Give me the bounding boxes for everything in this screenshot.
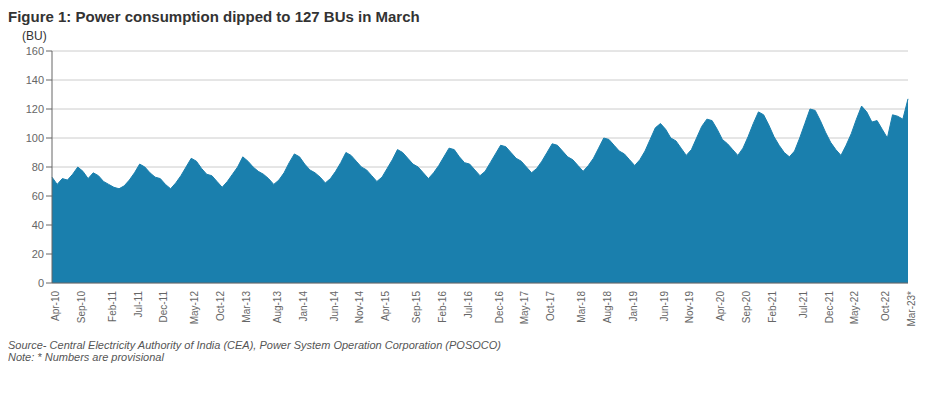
svg-text:Jul-21: Jul-21 <box>798 291 809 319</box>
svg-text:Oct-22: Oct-22 <box>880 291 891 321</box>
svg-text:Jan-14: Jan-14 <box>298 291 309 322</box>
svg-text:Feb-11: Feb-11 <box>107 291 118 322</box>
svg-text:Feb-21: Feb-21 <box>767 291 778 323</box>
html-text:(BU): (BU) <box>22 29 47 43</box>
svg-text:Aug-18: Aug-18 <box>602 291 613 324</box>
svg-text:Dec-16: Dec-16 <box>494 291 505 324</box>
svg-text:Oct-12: Oct-12 <box>215 291 226 321</box>
svg-text:Jul-11: Jul-11 <box>133 291 144 318</box>
svg-text:Oct-17: Oct-17 <box>545 291 556 321</box>
html-text:Figure 1: Power consumption di: Figure 1: Power consumption dipped to 12… <box>8 8 420 25</box>
svg-text:Nov-14: Nov-14 <box>354 291 365 324</box>
svg-text:140: 140 <box>26 74 44 86</box>
html-text:Note: * Numbers are provisiona: Note: * Numbers are provisional <box>8 351 164 363</box>
svg-text:Mar-13: Mar-13 <box>241 291 252 323</box>
svg-text:Feb-16: Feb-16 <box>437 291 448 323</box>
svg-text:Mar-18: Mar-18 <box>576 291 587 323</box>
svg-text:Sep-10: Sep-10 <box>76 291 87 324</box>
html-text:Source- Central Electricity Au: Source- Central Electricity Authority of… <box>8 339 501 351</box>
svg-text:Jun-19: Jun-19 <box>659 291 670 322</box>
svg-text:160: 160 <box>26 45 44 57</box>
svg-text:100: 100 <box>26 132 44 144</box>
svg-text:Jun-14: Jun-14 <box>329 291 340 322</box>
svg-text:Sep-20: Sep-20 <box>741 291 752 324</box>
svg-text:Jan-19: Jan-19 <box>628 291 639 322</box>
svg-text:Aug-13: Aug-13 <box>272 291 283 324</box>
svg-text:Apr-20: Apr-20 <box>715 291 726 321</box>
svg-text:40: 40 <box>32 219 44 231</box>
svg-text:May-22: May-22 <box>849 291 860 325</box>
svg-text:Apr-10: Apr-10 <box>50 291 61 321</box>
svg-text:Nov-19: Nov-19 <box>684 291 695 324</box>
svg-text:Sep-15: Sep-15 <box>411 291 422 324</box>
svg-text:Dec-11: Dec-11 <box>158 291 169 323</box>
svg-text:Mar-23*: Mar-23* <box>906 291 917 327</box>
svg-text:60: 60 <box>32 190 44 202</box>
svg-text:Jul-16: Jul-16 <box>463 291 474 319</box>
svg-text:Apr-15: Apr-15 <box>380 291 391 321</box>
svg-text:20: 20 <box>32 248 44 260</box>
svg-text:0: 0 <box>38 277 44 289</box>
svg-text:May-17: May-17 <box>519 291 530 325</box>
svg-text:80: 80 <box>32 161 44 173</box>
svg-text:120: 120 <box>26 103 44 115</box>
svg-text:May-12: May-12 <box>189 291 200 325</box>
svg-text:Dec-21: Dec-21 <box>824 291 835 324</box>
